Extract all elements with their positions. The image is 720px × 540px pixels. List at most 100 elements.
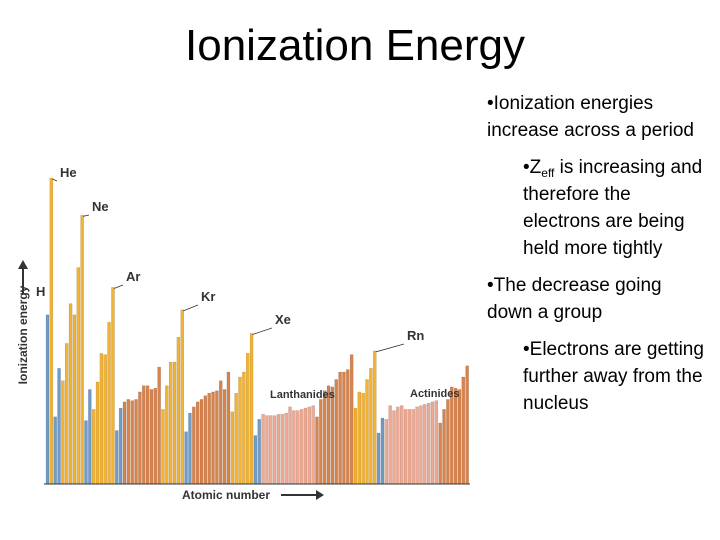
bar-z22	[126, 399, 131, 485]
bar-z32	[165, 385, 169, 485]
bar-z109	[461, 376, 465, 485]
bar-z4	[57, 368, 61, 485]
bar-z16	[103, 354, 107, 485]
bar-z60	[272, 415, 277, 485]
bar-z88	[380, 417, 385, 485]
bar-z8	[72, 314, 77, 485]
bullet-list: •Ionization energies increase across a p…	[487, 90, 712, 427]
bar-z87	[376, 432, 381, 485]
bar-z110	[465, 365, 469, 485]
bar-z108	[457, 389, 462, 485]
bullet-item: •Electrons are getting further away from…	[523, 339, 704, 414]
bar-z73	[323, 390, 327, 485]
bar-z10	[80, 215, 84, 485]
bar-z26	[142, 385, 146, 485]
bar-z103	[438, 422, 442, 485]
bar-z20	[118, 407, 123, 485]
bar-z99	[423, 404, 427, 485]
bar-z29	[153, 388, 158, 485]
bullet-item: •The decrease going down a group	[487, 275, 662, 323]
bar-z85	[369, 368, 373, 485]
annotation-xe: Xe	[275, 312, 291, 327]
bar-z77	[338, 371, 342, 485]
bar-z5	[61, 380, 65, 485]
annotation-ne: Ne	[92, 199, 109, 214]
bar-z48	[226, 371, 231, 485]
bar-z37	[184, 431, 188, 485]
leader-kr	[183, 304, 199, 312]
bar-z53	[245, 353, 250, 485]
bar-z43	[207, 392, 211, 485]
bar-z65	[292, 410, 296, 485]
bar-z15	[99, 353, 104, 485]
bar-z81	[353, 407, 358, 485]
bar-z104	[442, 409, 446, 485]
bar-z31	[161, 409, 165, 485]
bar-z100	[426, 402, 431, 485]
bar-z49	[230, 411, 235, 485]
annotation-actinides: Actinides	[410, 388, 460, 400]
bar-z102	[434, 400, 439, 485]
bar-z66	[296, 410, 300, 485]
bar-z55	[253, 435, 258, 485]
bar-z33	[168, 361, 173, 485]
bar-z7	[68, 303, 73, 485]
bar-z78	[342, 371, 346, 485]
bar-z21	[122, 401, 127, 485]
bar-z58	[265, 415, 269, 485]
bar-z41	[199, 399, 204, 485]
bar-z3	[53, 416, 57, 485]
bar-z30	[157, 366, 161, 485]
annotation-ar: Ar	[126, 269, 140, 284]
bar-z98	[419, 405, 423, 485]
bar-z14	[95, 381, 100, 485]
bar-z72	[319, 399, 323, 485]
bar-z101	[430, 401, 435, 485]
bar-z1	[45, 314, 50, 485]
bar-z44	[211, 391, 215, 485]
bar-z40	[195, 401, 200, 485]
bar-z79	[346, 369, 350, 485]
bar-z59	[269, 415, 273, 485]
bar-z86	[373, 350, 377, 485]
bar-z35	[176, 337, 181, 485]
bar-z28	[149, 389, 154, 485]
ionization-energy-chart: H He Ne Ar Kr Xe Rn Lanthanides Actinides Atomic…	[16, 165, 470, 502]
bar-z46	[219, 380, 223, 485]
slide-title: Ionization Energy	[185, 21, 525, 70]
bullet-text: is increasing and therefore the electron…	[523, 157, 703, 259]
bar-z27	[145, 385, 150, 485]
bar-z68	[303, 407, 308, 485]
bar-z82	[357, 391, 362, 485]
bar-z51	[238, 376, 242, 485]
bar-z70	[311, 405, 315, 485]
bar-z63	[284, 412, 288, 485]
bar-z62	[280, 414, 285, 485]
bar-group	[45, 177, 469, 485]
y-axis-arrowhead	[18, 260, 28, 269]
bar-z92	[396, 406, 400, 485]
bar-z95	[407, 409, 412, 485]
y-axis-label: Ionization energy	[16, 285, 30, 384]
bar-z97	[415, 406, 419, 485]
annotation-kr: Kr	[201, 289, 215, 304]
annotation-rn: Rn	[407, 328, 424, 343]
bar-z75	[330, 386, 335, 485]
annotation-h: H	[36, 284, 45, 299]
bar-z67	[299, 409, 304, 485]
bar-z94	[403, 409, 408, 485]
bar-z2	[49, 177, 54, 485]
bar-z42	[203, 395, 208, 485]
zeff-subscript: eff	[541, 166, 555, 180]
bar-z105	[446, 399, 450, 485]
bar-z107	[453, 388, 458, 485]
annotation-he: He	[60, 165, 77, 180]
bar-z50	[234, 392, 238, 485]
bar-z61	[276, 414, 281, 485]
bar-z39	[192, 406, 196, 485]
annotation-lanthanides: Lanthanides	[270, 389, 335, 401]
bar-z106	[450, 386, 454, 485]
bar-z19	[115, 430, 119, 485]
bar-z69	[307, 406, 311, 485]
bar-z71	[315, 416, 319, 485]
